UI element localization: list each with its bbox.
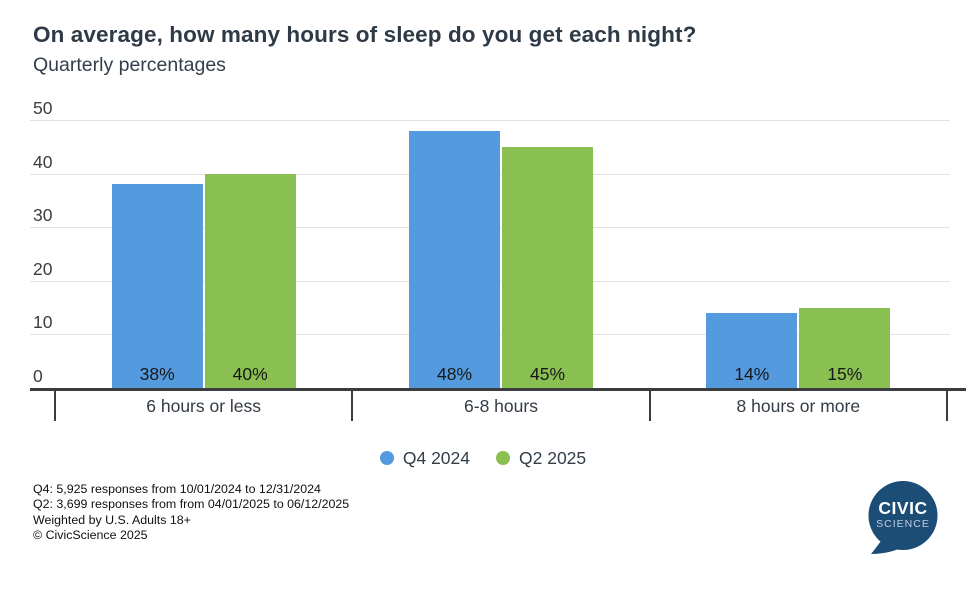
bar-q4-2024-cat2 — [706, 312, 798, 388]
legend-item-q2-2025: Q2 2025 — [496, 448, 586, 469]
y-tick-label: 50 — [33, 98, 53, 118]
gridline — [30, 120, 950, 121]
y-tick-label: 10 — [33, 312, 53, 333]
y-tick-label: 40 — [33, 151, 53, 172]
legend-dot-q2-2025 — [496, 451, 510, 465]
bar-value-label: 15% — [827, 364, 863, 384]
category-label: 8 hours or more — [736, 396, 861, 416]
footnote-line: © CivicScience 2025 — [33, 528, 148, 543]
legend-dot-q4-2024 — [379, 451, 394, 465]
legend: Q4 2024 Q2 2025 — [0, 448, 966, 468]
civicscience-logo: CIVIC SCIENCE — [868, 481, 938, 554]
logo-bubble — [868, 481, 938, 550]
legend-item-q4-2024: Q4 2024 — [379, 447, 470, 469]
logo-text-science: SCIENCE — [876, 518, 930, 530]
footnote-line: Q2: 3,699 responses from from 04/01/2025… — [33, 497, 350, 512]
x-axis-tick — [648, 389, 651, 421]
x-axis-tick — [54, 389, 56, 421]
bar-q4-2024-cat0 — [111, 184, 203, 388]
bar-q4-2024-cat1 — [409, 130, 500, 388]
x-axis-tick — [351, 389, 354, 421]
footnotes: Q4: 5,925 responses from 10/01/2024 to 1… — [33, 482, 349, 544]
legend-label-q2-2025: Q2 2025 — [519, 447, 587, 468]
x-axis-baseline — [30, 387, 966, 391]
legend-label-q4-2024: Q4 2024 — [402, 447, 470, 468]
bar-q2-2025-cat2 — [799, 307, 891, 388]
bar-value-label: 38% — [139, 364, 175, 384]
bar-q2-2025-cat0 — [204, 173, 296, 388]
chart-title: On average, how many hours of sleep do y… — [33, 22, 697, 47]
bar-value-label: 45% — [529, 364, 566, 384]
category-label: 6 hours or less — [146, 396, 262, 416]
bar-value-label: 40% — [232, 364, 268, 384]
chart-subtitle: Quarterly percentages — [33, 54, 226, 76]
bar-value-label: 14% — [734, 364, 770, 384]
x-axis-tick — [946, 389, 948, 421]
footnote-line: Q4: 5,925 responses from 10/01/2024 to 1… — [33, 482, 321, 496]
footnote-line: Weighted by U.S. Adults 18+ — [33, 512, 191, 527]
y-tick-label: 0 — [33, 366, 43, 386]
bar-q2-2025-cat1 — [502, 146, 593, 388]
y-tick-label: 30 — [33, 205, 53, 226]
y-tick-label: 20 — [33, 258, 53, 279]
category-label: 6-8 hours — [464, 396, 538, 416]
bar-value-label: 48% — [436, 364, 473, 384]
logo-text-civic: CIVIC — [878, 498, 927, 518]
